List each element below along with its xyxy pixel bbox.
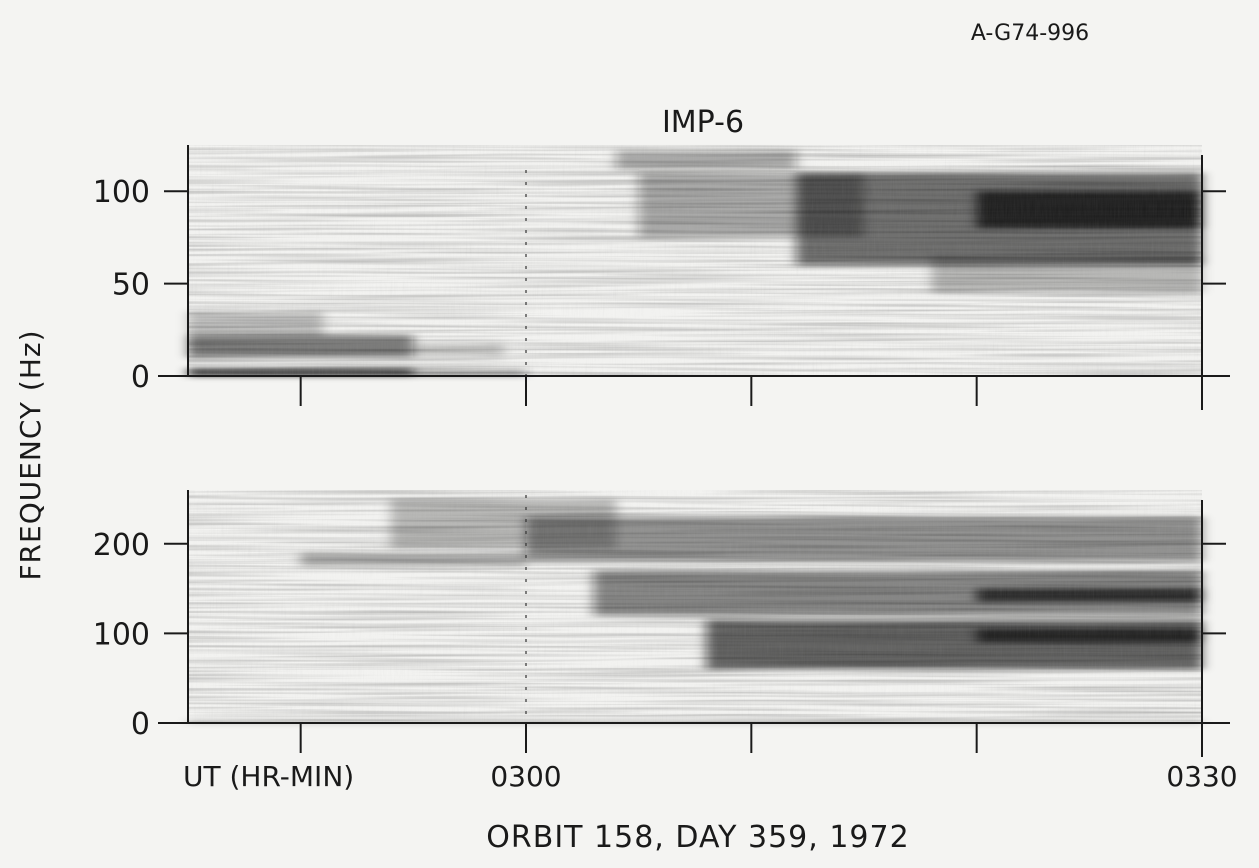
y-tick-label: 50 [112,268,150,303]
figure-caption: ORBIT 158, DAY 359, 1972 [486,820,909,855]
y-tick-label: 0 [131,360,150,395]
y-tick-label: 200 [93,528,150,563]
y-tick-label: 0 [131,707,150,742]
y-tick-label: 100 [93,617,150,652]
figure-id-label: A-G74-996 [971,21,1089,46]
x-tick-label: 0300 [490,760,561,793]
spectrogram-panel-bottom: 0 100 200 0300 0330 [93,490,1238,793]
grain-texture [188,490,1202,723]
spectrogram-panel-top: 0 50 100 [93,145,1230,410]
grain-texture [188,145,1202,376]
figure-title: IMP-6 [662,105,744,140]
x-axis-label: UT (HR-MIN) [183,760,354,793]
y-axis-label: FREQUENCY (Hz) [14,329,47,580]
y-tick-label: 100 [93,175,150,210]
x-tick-label: 0330 [1166,760,1237,793]
